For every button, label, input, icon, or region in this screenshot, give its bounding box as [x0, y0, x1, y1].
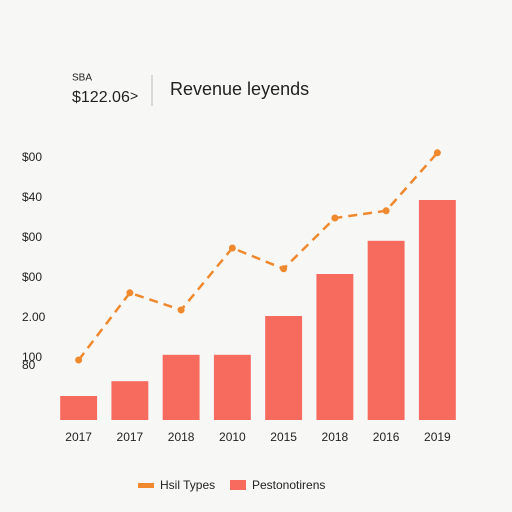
x-tick-label: 2018: [322, 430, 349, 444]
x-tick-label: 2016: [373, 430, 400, 444]
line-point: [126, 289, 134, 297]
y-tick-label: 80: [22, 358, 36, 372]
x-tick-label: 2017: [117, 430, 144, 444]
bar: [265, 316, 303, 420]
x-tick-label: 2019: [424, 430, 451, 444]
y-tick-label: 100: [22, 350, 42, 364]
y-tick-label: $00: [22, 150, 42, 164]
header-value: $122.06: [72, 89, 130, 106]
legend-label: Pestonotirens: [252, 478, 325, 492]
line: [77, 151, 439, 361]
x-tick-label: 2015: [270, 430, 297, 444]
bar: [418, 200, 456, 420]
chart-title: Revenue leyends: [170, 79, 309, 99]
line-point: [228, 244, 236, 252]
bar: [367, 240, 405, 420]
line-point: [75, 356, 83, 364]
line-point: [331, 214, 339, 222]
header-chevron[interactable]: >: [130, 88, 138, 104]
legend-swatch: [138, 483, 154, 488]
bar: [60, 396, 98, 420]
bar: [111, 381, 149, 420]
line-point: [382, 207, 390, 215]
x-tick-label: 2010: [219, 430, 246, 444]
bar: [316, 274, 354, 420]
y-tick-label: $40: [22, 190, 42, 204]
bar: [213, 354, 251, 420]
legend-label: Hsil Types: [160, 478, 215, 492]
x-tick-label: 2018: [168, 430, 195, 444]
header-label: SBA: [72, 73, 92, 84]
y-tick-label: $00: [22, 270, 42, 284]
line-point: [433, 149, 441, 157]
line-point: [280, 265, 288, 273]
y-tick-label: 2.00: [22, 310, 46, 324]
legend-swatch: [230, 480, 246, 490]
bar: [162, 354, 200, 420]
x-tick-label: 2017: [65, 430, 92, 444]
line-point: [177, 306, 185, 314]
y-tick-label: $00: [22, 230, 42, 244]
